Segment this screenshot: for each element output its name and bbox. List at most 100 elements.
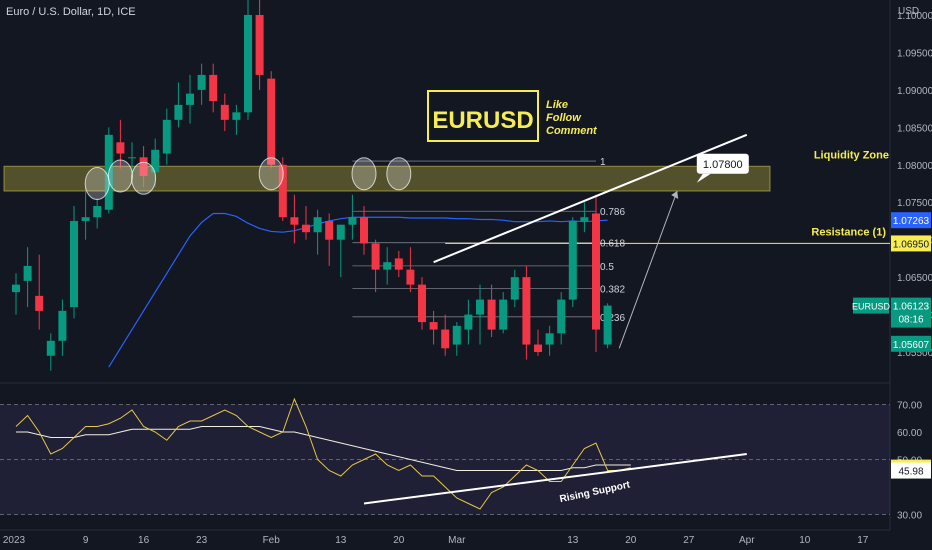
time-tick-label: Mar [448, 535, 466, 546]
time-tick-label: 16 [138, 535, 150, 546]
oscillator-tick-label: 70.00 [897, 401, 922, 412]
candle-body [441, 329, 450, 349]
target-label-box [696, 153, 749, 174]
candle-body [255, 14, 264, 75]
highlight-circle [386, 157, 412, 191]
time-tick-label: 20 [625, 535, 637, 546]
candle-body [406, 269, 415, 285]
price-tag-countdown: 08:16 [898, 315, 923, 326]
time-tick-label: 13 [567, 535, 579, 546]
candle-body [452, 325, 461, 345]
candle-body [116, 142, 125, 154]
price-tag-name: EURUSD [852, 302, 891, 312]
candle-body [46, 340, 55, 356]
price-tick-label: 1.09500 [897, 48, 932, 59]
candle-body [499, 299, 508, 330]
highlight-circle [351, 157, 377, 191]
candle-body [325, 220, 334, 240]
rising-support-line [363, 453, 747, 505]
candle-body [290, 217, 299, 225]
time-tick-label: 13 [335, 535, 347, 546]
candle-body [58, 310, 67, 341]
candle-body [186, 93, 194, 105]
time-tick-label: Apr [739, 535, 755, 546]
resistance-label: Resistance (1) [811, 226, 886, 238]
candle-body [12, 284, 20, 293]
time-tick-label: 2023 [3, 535, 26, 546]
candle-body [534, 344, 542, 353]
price-tag-box [891, 297, 931, 328]
fib-level-label: 0.618 [600, 239, 625, 250]
fib-level-label: 0.786 [600, 207, 625, 218]
oscillator-signal-line [16, 425, 631, 472]
time-tick-label: Feb [263, 535, 281, 546]
price-tag-label: 1.06950 [893, 239, 930, 250]
candle-body [545, 333, 554, 345]
candle-body [418, 284, 426, 323]
price-tag-box [891, 335, 931, 352]
symbol-title: Euro / U.S. Dollar, 1D, ICE [6, 6, 136, 18]
candle-body [220, 104, 229, 120]
price-tick-label: 1.08500 [897, 123, 932, 134]
candle-body [336, 224, 345, 240]
brand-box [427, 90, 539, 142]
candle-body [278, 164, 287, 218]
target-arrow-head [671, 191, 679, 199]
candle-body [197, 74, 206, 90]
candle-body [580, 217, 589, 221]
candle-body [313, 217, 322, 233]
target-label: 1.07800 [703, 159, 743, 171]
candle-body [348, 217, 357, 225]
time-tick-label: 17 [857, 535, 869, 546]
price-tag-box [891, 212, 931, 229]
time-tick-label: 10 [799, 535, 811, 546]
trend-line [433, 133, 748, 264]
target-arrow-line [618, 190, 678, 349]
brand-tagline: Comment [546, 125, 598, 137]
brand-box-title: EURUSD [432, 107, 533, 134]
oscillator-line [15, 397, 631, 510]
price-tick-label: 1.08000 [897, 161, 932, 172]
price-tick-label: 1.05500 [897, 348, 932, 359]
candle-body [35, 295, 44, 311]
price-tick-label: 1.06500 [897, 273, 932, 284]
candle-body [522, 277, 531, 345]
candle-body [302, 224, 310, 233]
candle-body [487, 299, 496, 330]
price-tag-label: 1.07263 [893, 216, 930, 227]
candle-body [383, 262, 392, 270]
candle-body [557, 299, 566, 334]
candle-body [267, 78, 276, 165]
candle-body [93, 205, 102, 218]
price-tag-label: 1.05607 [893, 340, 930, 351]
candle-body [162, 119, 171, 154]
candle-body [429, 322, 438, 330]
oscillator-tick-label: 30.00 [897, 511, 922, 522]
moving-average-line [108, 212, 608, 368]
oscillator-tag-box [891, 462, 931, 479]
candle-body [174, 104, 183, 120]
candle-body [360, 217, 368, 244]
highlight-circle [107, 159, 133, 193]
candle-body [464, 314, 473, 330]
brand-tagline: Follow [546, 112, 582, 124]
candle-body [70, 220, 78, 308]
candle-body [510, 277, 519, 300]
price-tick-label: 1.07500 [897, 198, 932, 209]
fib-level-label: 0.382 [600, 284, 625, 295]
candle-body [476, 299, 484, 315]
candle-body [151, 149, 160, 173]
target-label-pointer [696, 173, 711, 183]
brand-tagline: Like [546, 99, 568, 111]
price-tag-box [891, 235, 931, 252]
candle-body [394, 258, 403, 270]
highlight-circle [258, 157, 284, 191]
price-tag-name-box [853, 297, 889, 314]
time-tick-label: 20 [393, 535, 405, 546]
candle-body [244, 14, 252, 113]
candle-body [371, 243, 380, 270]
candle-body [128, 157, 136, 159]
highlight-circle [84, 167, 110, 201]
candle-body [568, 220, 577, 300]
